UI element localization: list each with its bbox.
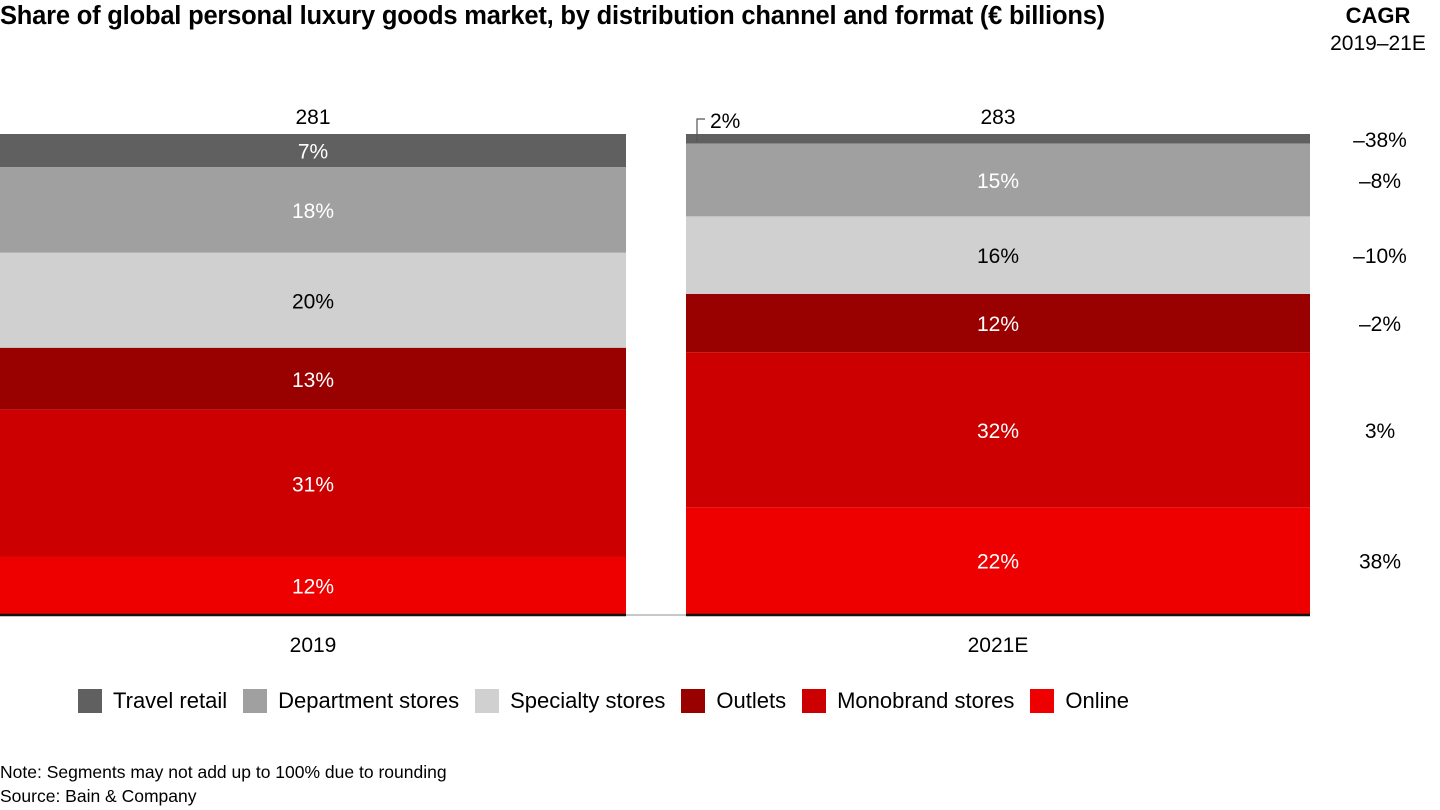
legend-swatch-outlets: [681, 689, 706, 713]
data-label-department-stores-2019: 18%: [292, 200, 334, 223]
cagr-header: CAGR 2019–21E: [1318, 2, 1438, 58]
legend-item-department-stores: Department stores: [243, 688, 459, 714]
data-label-travel-retail-2021e: 2%: [710, 110, 740, 133]
data-label-specialty-stores-2019: 20%: [292, 290, 334, 313]
data-label-online-2021e: 22%: [977, 551, 1019, 574]
data-label-monobrand-stores-2019: 31%: [292, 473, 334, 496]
data-label-monobrand-stores-2021e: 32%: [977, 420, 1019, 443]
total-label-2019: 281: [295, 106, 330, 129]
legend-item-online: Online: [1030, 688, 1129, 714]
data-label-online-2019: 12%: [292, 575, 334, 598]
data-label-specialty-stores-2021e: 16%: [977, 245, 1019, 268]
callout-leader-line: [696, 118, 705, 142]
cagr-value-monobrand-stores: 3%: [1365, 420, 1395, 443]
data-label-outlets-2019: 13%: [292, 369, 334, 392]
legend-label: Online: [1065, 688, 1129, 713]
stacked-bar-chart: 7% 18% 20% 13% 31% 12% 281 2019 2% –38% 15% –8% 16% –…: [0, 106, 1407, 657]
data-label-travel-retail-2019: 7%: [298, 141, 328, 164]
legend-label: Travel retail: [113, 688, 228, 713]
legend-swatch-department-stores: [243, 689, 268, 713]
bar-segment-specialty-stores-2019: [0, 252, 626, 348]
bar-segment-online-2019: [0, 556, 626, 614]
legend-swatch-online: [1030, 689, 1055, 713]
legend-label: Monobrand stores: [837, 688, 1015, 713]
bar-segment-specialty-stores-2021e: [686, 216, 1310, 294]
bar-segment-travel-retail-2021e: [686, 134, 1310, 144]
bar-segment-outlets-2019: [0, 347, 626, 410]
legend-label: Specialty stores: [510, 688, 666, 713]
legend-item-monobrand-stores: Monobrand stores: [802, 688, 1014, 714]
bar-segment-monobrand-stores-2021e: [686, 352, 1310, 508]
cagr-header-period: 2019–21E: [1330, 32, 1426, 55]
category-label-2019: 2019: [290, 634, 337, 657]
total-label-2021e: 283: [980, 106, 1015, 129]
bar-segment-department-stores-2021e: [686, 143, 1310, 217]
legend-item-specialty-stores: Specialty stores: [475, 688, 665, 714]
bar-segment-outlets-2021e: [686, 294, 1310, 353]
chart-title: Share of global personal luxury goods ma…: [0, 2, 1105, 30]
legend-item-travel-retail: Travel retail: [78, 688, 227, 714]
cagr-value-department-stores: –8%: [1359, 170, 1401, 193]
legend-swatch-specialty-stores: [475, 689, 500, 713]
cagr-value-specialty-stores: –10%: [1353, 245, 1407, 268]
bar-segment-online-2021e: [686, 507, 1310, 614]
cagr-value-travel-retail: –38%: [1353, 129, 1407, 152]
bar-segment-monobrand-stores-2019: [0, 409, 626, 557]
legend: Travel retail Department stores Specialt…: [78, 688, 1145, 714]
footnote-note: Note: Segments may not add up to 100% du…: [0, 762, 447, 782]
footnote-source: Source: Bain & Company: [0, 786, 197, 806]
category-label-2021e: 2021E: [968, 634, 1029, 657]
cagr-value-outlets: –2%: [1359, 313, 1401, 336]
legend-swatch-travel-retail: [78, 689, 102, 713]
legend-label: Department stores: [278, 688, 460, 713]
bar-segment-travel-retail-2019: [0, 134, 626, 168]
data-label-department-stores-2021e: 15%: [977, 170, 1019, 193]
cagr-header-title: CAGR: [1345, 3, 1411, 28]
legend-label: Outlets: [716, 688, 787, 713]
legend-item-outlets: Outlets: [681, 688, 786, 714]
legend-swatch-monobrand-stores: [802, 689, 827, 713]
data-label-outlets-2021e: 12%: [977, 313, 1019, 336]
bar-segment-department-stores-2019: [0, 167, 626, 253]
cagr-value-online: 38%: [1359, 551, 1401, 574]
